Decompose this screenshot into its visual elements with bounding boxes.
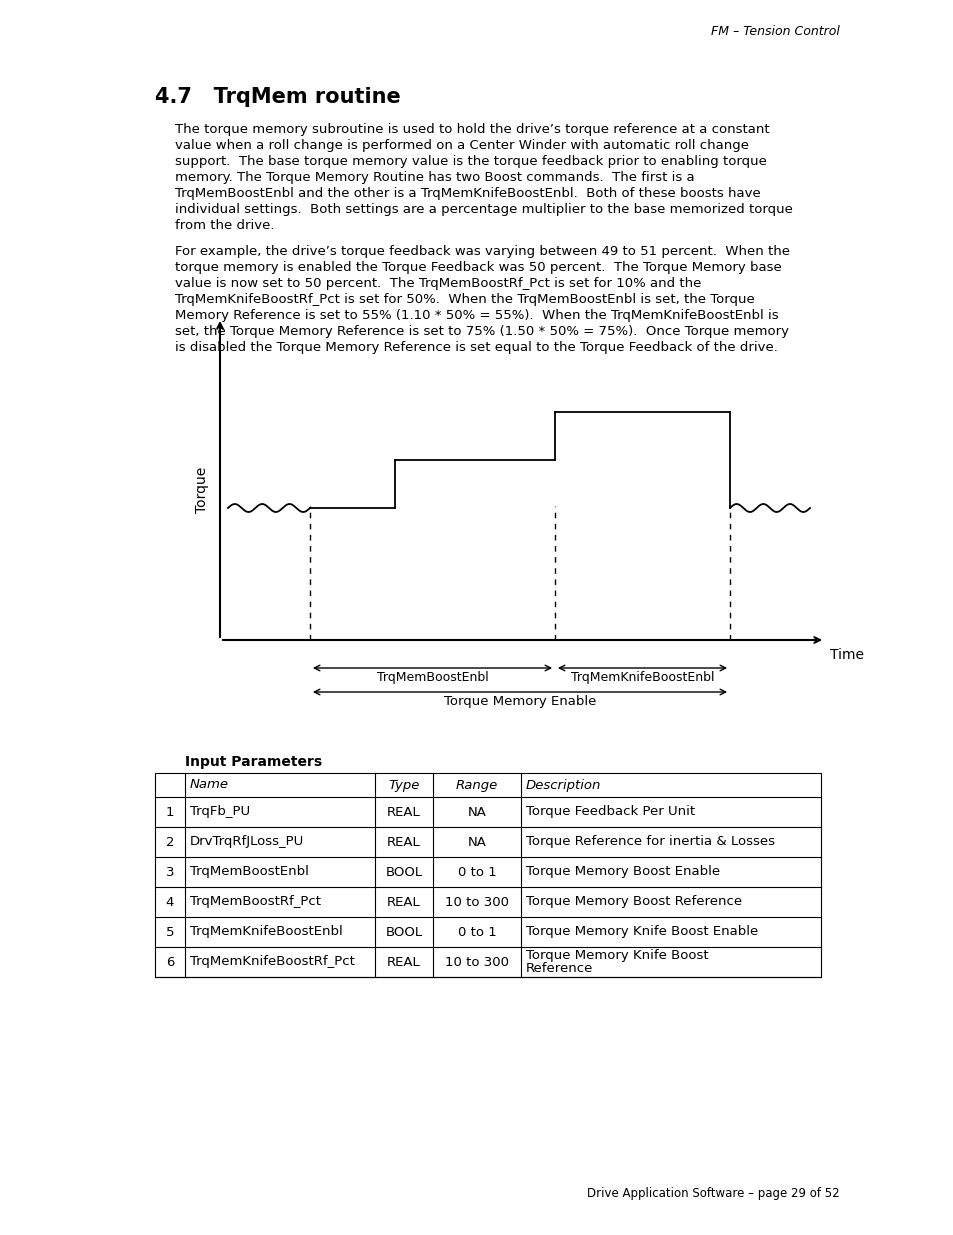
Text: is disabled the Torque Memory Reference is set equal to the Torque Feedback of t: is disabled the Torque Memory Reference … (174, 341, 777, 354)
Text: Torque Memory Boost Reference: Torque Memory Boost Reference (525, 895, 741, 909)
Text: Torque Memory Boost Enable: Torque Memory Boost Enable (525, 866, 720, 878)
Text: NA: NA (467, 805, 486, 819)
Text: value when a roll change is performed on a Center Winder with automatic roll cha: value when a roll change is performed on… (174, 140, 748, 152)
Text: Type: Type (388, 778, 419, 792)
Text: Torque Memory Enable: Torque Memory Enable (443, 695, 596, 708)
Text: Time: Time (829, 648, 863, 662)
Text: value is now set to 50 percent.  The TrqMemBoostRf_Pct is set for 10% and the: value is now set to 50 percent. The TrqM… (174, 277, 700, 290)
Text: Torque Memory Knife Boost Enable: Torque Memory Knife Boost Enable (525, 925, 758, 939)
Text: set, the Torque Memory Reference is set to 75% (1.50 * 50% = 75%).  Once Torque : set, the Torque Memory Reference is set … (174, 325, 788, 338)
Text: TrqMemKnifeBoostEnbl: TrqMemKnifeBoostEnbl (570, 671, 714, 684)
Text: TrqMemKnifeBoostRf_Pct is set for 50%.  When the TrqMemBoostEnbl is set, the Tor: TrqMemKnifeBoostRf_Pct is set for 50%. W… (174, 293, 754, 306)
Text: TrqMemBoostRf_Pct: TrqMemBoostRf_Pct (190, 895, 320, 909)
Text: Input Parameters: Input Parameters (185, 755, 322, 769)
Text: torque memory is enabled the Torque Feedback was 50 percent.  The Torque Memory : torque memory is enabled the Torque Feed… (174, 261, 781, 274)
Text: TrqFb_PU: TrqFb_PU (190, 805, 250, 819)
Text: REAL: REAL (387, 895, 420, 909)
Text: from the drive.: from the drive. (174, 219, 274, 232)
Text: DrvTrqRfJLoss_PU: DrvTrqRfJLoss_PU (190, 836, 304, 848)
Text: 0 to 1: 0 to 1 (457, 925, 496, 939)
Text: TrqMemBoostEnbl: TrqMemBoostEnbl (190, 866, 309, 878)
Text: 10 to 300: 10 to 300 (444, 956, 509, 968)
Text: Torque Feedback Per Unit: Torque Feedback Per Unit (525, 805, 695, 819)
Text: BOOL: BOOL (385, 866, 422, 878)
Text: FM – Tension Control: FM – Tension Control (710, 25, 840, 38)
Text: 6: 6 (166, 956, 174, 968)
Text: REAL: REAL (387, 805, 420, 819)
Text: 1: 1 (166, 805, 174, 819)
Text: REAL: REAL (387, 836, 420, 848)
Text: 3: 3 (166, 866, 174, 878)
Text: Torque Reference for inertia & Losses: Torque Reference for inertia & Losses (525, 836, 774, 848)
Text: 2: 2 (166, 836, 174, 848)
Text: Description: Description (525, 778, 600, 792)
Text: 4: 4 (166, 895, 174, 909)
Text: BOOL: BOOL (385, 925, 422, 939)
Text: individual settings.  Both settings are a percentage multiplier to the base memo: individual settings. Both settings are a… (174, 203, 792, 216)
Text: TrqMemBoostEnbl and the other is a TrqMemKnifeBoostEnbl.  Both of these boosts h: TrqMemBoostEnbl and the other is a TrqMe… (174, 186, 760, 200)
Text: TrqMemBoostEnbl: TrqMemBoostEnbl (376, 671, 488, 684)
Text: Name: Name (190, 778, 229, 792)
Text: NA: NA (467, 836, 486, 848)
Text: Torque: Torque (194, 467, 209, 513)
Bar (154, 773, 821, 977)
Text: Torque Memory Knife Boost: Torque Memory Knife Boost (525, 948, 708, 962)
Text: The torque memory subroutine is used to hold the drive’s torque reference at a c: The torque memory subroutine is used to … (174, 124, 769, 136)
Text: REAL: REAL (387, 956, 420, 968)
Text: 5: 5 (166, 925, 174, 939)
Text: 0 to 1: 0 to 1 (457, 866, 496, 878)
Text: Memory Reference is set to 55% (1.10 * 50% = 55%).  When the TrqMemKnifeBoostEnb: Memory Reference is set to 55% (1.10 * 5… (174, 309, 778, 322)
Text: Range: Range (456, 778, 497, 792)
Text: memory. The Torque Memory Routine has two Boost commands.  The first is a: memory. The Torque Memory Routine has tw… (174, 170, 694, 184)
Text: TrqMemKnifeBoostEnbl: TrqMemKnifeBoostEnbl (190, 925, 342, 939)
Text: Reference: Reference (525, 962, 593, 976)
Text: 4.7   TrqMem routine: 4.7 TrqMem routine (154, 86, 400, 107)
Text: For example, the drive’s torque feedback was varying between 49 to 51 percent.  : For example, the drive’s torque feedback… (174, 245, 789, 258)
Text: support.  The base torque memory value is the torque feedback prior to enabling : support. The base torque memory value is… (174, 156, 766, 168)
Text: TrqMemKnifeBoostRf_Pct: TrqMemKnifeBoostRf_Pct (190, 956, 355, 968)
Text: 10 to 300: 10 to 300 (444, 895, 509, 909)
Text: Drive Application Software – page 29 of 52: Drive Application Software – page 29 of … (587, 1187, 840, 1200)
